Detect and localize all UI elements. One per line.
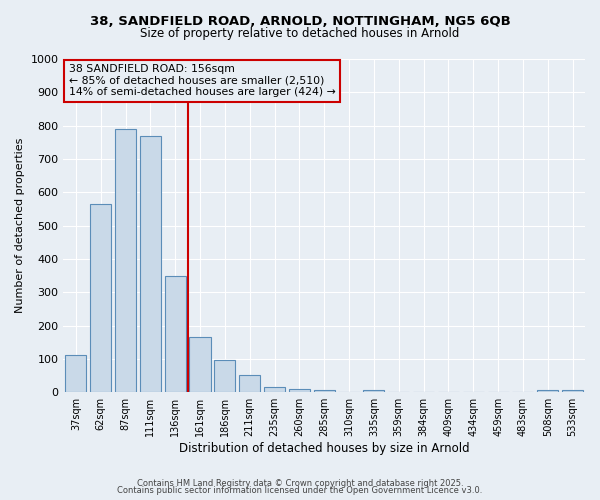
Bar (164, 276, 186, 392)
Bar (214, 360, 235, 392)
Bar (115, 129, 136, 392)
Text: Contains HM Land Registry data © Crown copyright and database right 2025.: Contains HM Land Registry data © Crown c… (137, 478, 463, 488)
Text: Size of property relative to detached houses in Arnold: Size of property relative to detached ho… (140, 28, 460, 40)
Bar (364, 390, 385, 392)
Bar (239, 375, 260, 392)
Bar (289, 388, 310, 392)
Bar (65, 355, 86, 392)
Bar (90, 204, 111, 392)
Bar (314, 390, 335, 392)
Y-axis label: Number of detached properties: Number of detached properties (15, 138, 25, 314)
Bar (537, 390, 558, 392)
Bar (562, 390, 583, 392)
Text: 38, SANDFIELD ROAD, ARNOLD, NOTTINGHAM, NG5 6QB: 38, SANDFIELD ROAD, ARNOLD, NOTTINGHAM, … (89, 15, 511, 28)
Bar (264, 387, 285, 392)
Text: Contains public sector information licensed under the Open Government Licence v3: Contains public sector information licen… (118, 486, 482, 495)
X-axis label: Distribution of detached houses by size in Arnold: Distribution of detached houses by size … (179, 442, 470, 455)
Bar (140, 136, 161, 392)
Text: 38 SANDFIELD ROAD: 156sqm
← 85% of detached houses are smaller (2,510)
14% of se: 38 SANDFIELD ROAD: 156sqm ← 85% of detac… (68, 64, 335, 97)
Bar (190, 337, 211, 392)
